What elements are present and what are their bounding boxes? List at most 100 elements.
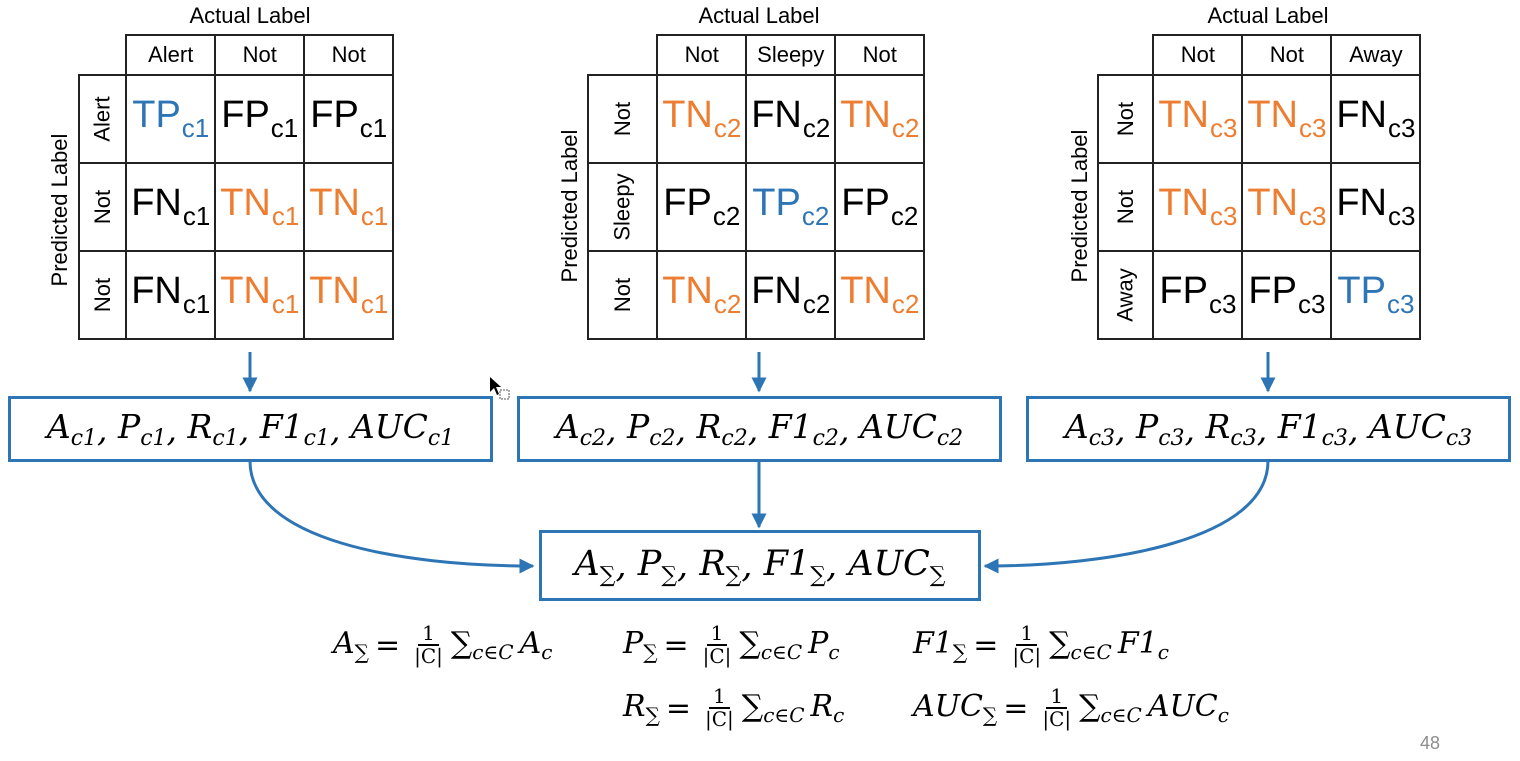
fraction-numerator: 1 [1016,623,1038,646]
cell-subscript: c2 [713,113,742,143]
cell-subscript: c3 [1210,201,1238,231]
matrix-cell: FPc3 [1152,250,1244,340]
col-header: Not [214,34,306,76]
metric-term: F1c3 [1277,407,1348,451]
cell-subscript: c1 [270,113,299,143]
equals-sign: = [973,627,999,663]
row-header: Away [1096,250,1155,340]
cell-main-label: TN [1158,182,1209,224]
metrics-box-c2: Ac2, Pc2, Rc2, F1c2, AUCc2 [517,396,1002,462]
matrix-cell: FNc3 [1330,74,1422,164]
formula-lhs: R∑ [623,689,660,727]
fraction-numerator: 1 [418,623,439,646]
row-header: Not [1096,74,1155,164]
cell-main-label: FN [751,270,802,312]
cell-main-label: FN [1336,182,1387,224]
fraction-numerator: 1 [706,623,728,646]
aggregate-metrics-box: A∑, P∑, R∑, F1∑, AUC∑ [539,530,981,601]
summation: ∑c∈C [739,626,803,664]
summation: ∑c∈C [1079,689,1142,727]
summation: ∑c∈C [450,626,514,664]
matrix-cell: FPc2 [656,162,748,252]
formula-lhs: A∑ [333,626,369,664]
matrix-cell: FNc2 [745,250,837,340]
metrics-box-c1: Ac1, Pc1, Rc1, F1c1, AUCc1 [8,396,493,462]
formula-lhs: P∑ [623,626,658,664]
arrow-c1-to-aggregate [248,460,535,574]
row-header: Alert [77,74,128,164]
cell-subscript: c2 [801,201,830,231]
col-header: Away [1330,34,1422,76]
matrix-cell: FPc3 [1241,250,1333,340]
cell-subscript: c2 [713,289,742,319]
equals-sign: = [1003,690,1029,726]
col-header: Alert [125,34,217,76]
matrix-to-metrics-arrows [242,352,1276,574]
cell-main-label: TN [662,94,713,136]
metric-term: Ac1 [46,407,98,451]
cell-main-label: FP [663,182,712,224]
matrix-cell: FPc2 [834,162,926,252]
row-header: Not [77,250,128,340]
fraction-denominator: |C| [705,707,734,731]
cell-subscript: c1 [360,201,389,231]
actual-label-title-3: Actual Label [1207,3,1329,28]
confusion-matrix-c3: Not Not Away Not TNc3 TNc3 FNc3 Not TNc3… [1096,34,1422,340]
cell-main-label: TN [309,182,360,224]
cell-subscript: c2 [891,113,920,143]
matrix-cell: TNc3 [1241,74,1333,164]
matrix-cell: TNc3 [1152,162,1244,252]
confusion-matrix-c2: Not Sleepy Not Not TNc2 FNc2 TNc2 Sleepy… [586,34,926,340]
cell-main-label: TN [1158,94,1209,136]
cell-main-label: TN [662,270,713,312]
formula-lhs: F1∑ [913,626,968,664]
col-header: Not [303,34,395,76]
metric-term: Ac3 [1064,407,1116,451]
page-number: 48 [1420,733,1441,753]
matrix-cell: TNc1 [214,162,306,252]
cell-subscript: c3 [1297,289,1326,319]
cell-subscript: c2 [802,289,831,319]
cell-subscript: c3 [1388,113,1416,143]
formula-rhs: F1c [1117,626,1169,664]
col-header: Sleepy [745,34,837,76]
cell-subscript: c3 [1210,113,1238,143]
cell-subscript: c1 [182,201,211,231]
summation: ∑c∈C [1049,626,1112,664]
cell-subscript: c1 [271,201,300,231]
cell-main-label: FN [131,270,182,312]
cell-subscript: c3 [1386,289,1415,319]
cell-main-label: TN [220,182,271,224]
equals-sign: = [663,627,689,663]
cell-main-label: FN [131,182,182,224]
formula-auc: AUC∑ = 1 |C| ∑c∈C AUCc [913,686,1229,730]
formula-f1: F1∑ = 1 |C| ∑c∈C F1c [913,623,1169,667]
equals-sign: = [374,627,401,663]
metric-term: AUCc1 [350,407,455,451]
matrix-cell: TNc1 [303,250,395,340]
matrix-cell: TNc3 [1241,162,1333,252]
matrix-cell: TNc1 [214,250,306,340]
matrix-cell: TNc2 [834,250,926,340]
col-header: Not [1241,34,1333,76]
fraction: 1 |C| [410,623,447,667]
matrix-cell: FPc1 [303,74,395,164]
fraction: 1 |C| [1038,686,1075,730]
row-header: Not [1096,162,1155,252]
arrow-c3-to-aggregate [983,460,1270,574]
cell-main-label: TP [752,182,801,224]
metric-term: P∑ [637,543,678,588]
fraction-denominator: |C| [1042,707,1072,731]
row-header: Sleepy [586,162,659,252]
cell-main-label: TN [840,270,891,312]
fraction: 1 |C| [699,623,736,667]
actual-label-title-1: Actual Label [189,3,311,28]
formula-accuracy: A∑ = 1 |C| ∑c∈C Ac [333,623,552,667]
formula-rhs: Ac [519,626,553,664]
confusion-matrix-c1: Alert Not Not Alert TPc1 FPc1 FPc1 Not F… [77,34,395,340]
cell-main-label: TN [840,94,891,136]
cell-main-label: TP [1337,270,1386,312]
cell-subscript: c3 [1208,289,1237,319]
fraction-denominator: |C| [702,644,732,668]
cell-main-label: TN [1247,182,1298,224]
